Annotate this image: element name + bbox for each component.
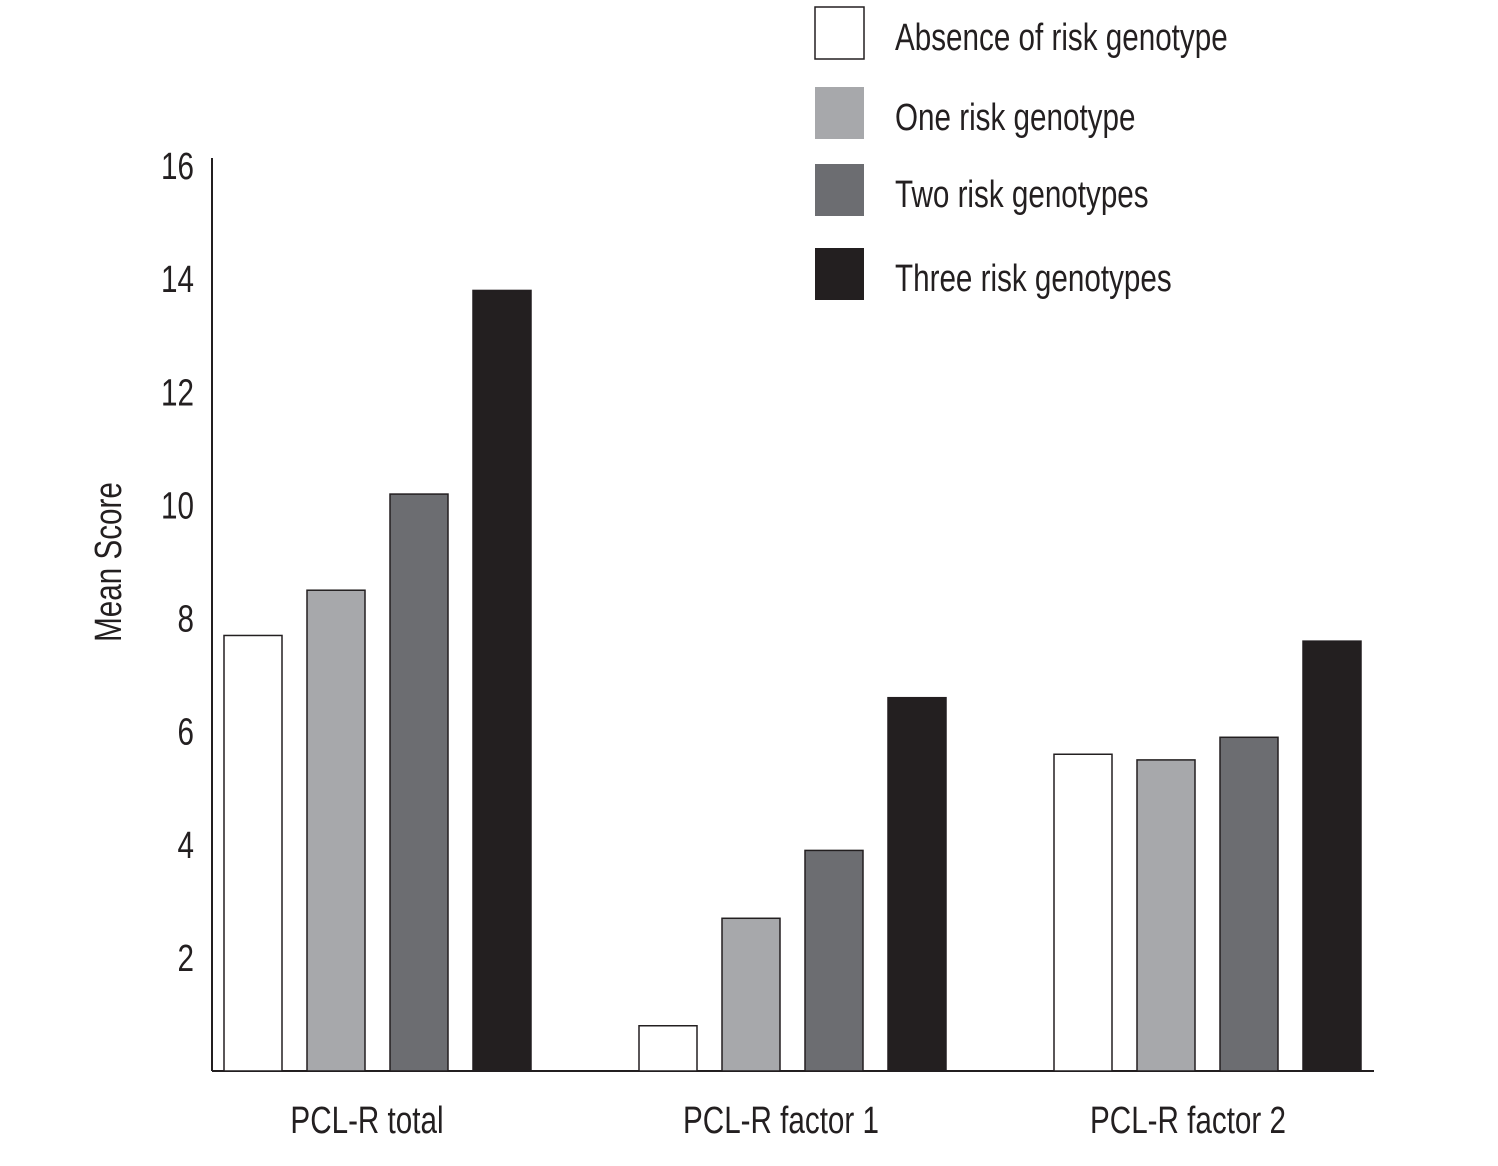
bar-two-risk-genotypes-3 <box>1219 736 1279 1072</box>
legend-label: Three risk genotypes <box>895 258 1172 300</box>
legend-swatch <box>815 164 864 216</box>
legend-swatch <box>814 6 865 60</box>
legend-label: One risk genotype <box>895 97 1135 139</box>
bars <box>223 289 1362 1072</box>
bar-two-risk-genotypes-2 <box>804 849 864 1072</box>
y-axis-label: Mean Score <box>88 482 130 642</box>
x-tick-label: PCL-R factor 1 <box>683 1100 879 1142</box>
y-tick-label: 16 <box>161 146 194 188</box>
bar-absence-of-risk-genotype-3 <box>1053 753 1113 1072</box>
bar-three-risk-genotypes-1 <box>472 289 532 1072</box>
x-tick-label: PCL-R total <box>290 1100 443 1142</box>
bar-absence-of-risk-genotype-1 <box>223 634 283 1072</box>
bar-two-risk-genotypes-1 <box>389 493 449 1072</box>
bar-one-risk-genotype-3 <box>1136 759 1196 1072</box>
y-axis-ticks: 2 4 6 8 10 12 14 16 <box>161 146 194 980</box>
legend-swatch <box>815 248 864 300</box>
y-tick-label: 4 <box>178 824 194 866</box>
legend-label: Absence of risk genotype <box>895 17 1228 59</box>
x-axis-labels: PCL-R total PCL-R factor 1 PCL-R factor 2 <box>290 1100 1286 1142</box>
bar-three-risk-genotypes-3 <box>1302 640 1362 1072</box>
legend: Absence of risk genotype One risk genotyp… <box>814 6 1228 300</box>
y-tick-label: 8 <box>178 598 194 640</box>
bar-three-risk-genotypes-2 <box>887 696 947 1072</box>
y-tick-label: 12 <box>161 372 194 414</box>
bar-one-risk-genotype-1 <box>306 589 366 1072</box>
y-tick-label: 2 <box>178 937 194 979</box>
legend-swatch <box>815 87 864 139</box>
y-tick-label: 10 <box>161 485 194 527</box>
x-tick-label: PCL-R factor 2 <box>1090 1100 1286 1142</box>
y-tick-label: 14 <box>161 259 194 301</box>
bar-one-risk-genotype-2 <box>721 917 781 1072</box>
bar-absence-of-risk-genotype-2 <box>638 1025 698 1072</box>
y-tick-label: 6 <box>178 711 194 753</box>
legend-label: Two risk genotypes <box>895 174 1149 216</box>
